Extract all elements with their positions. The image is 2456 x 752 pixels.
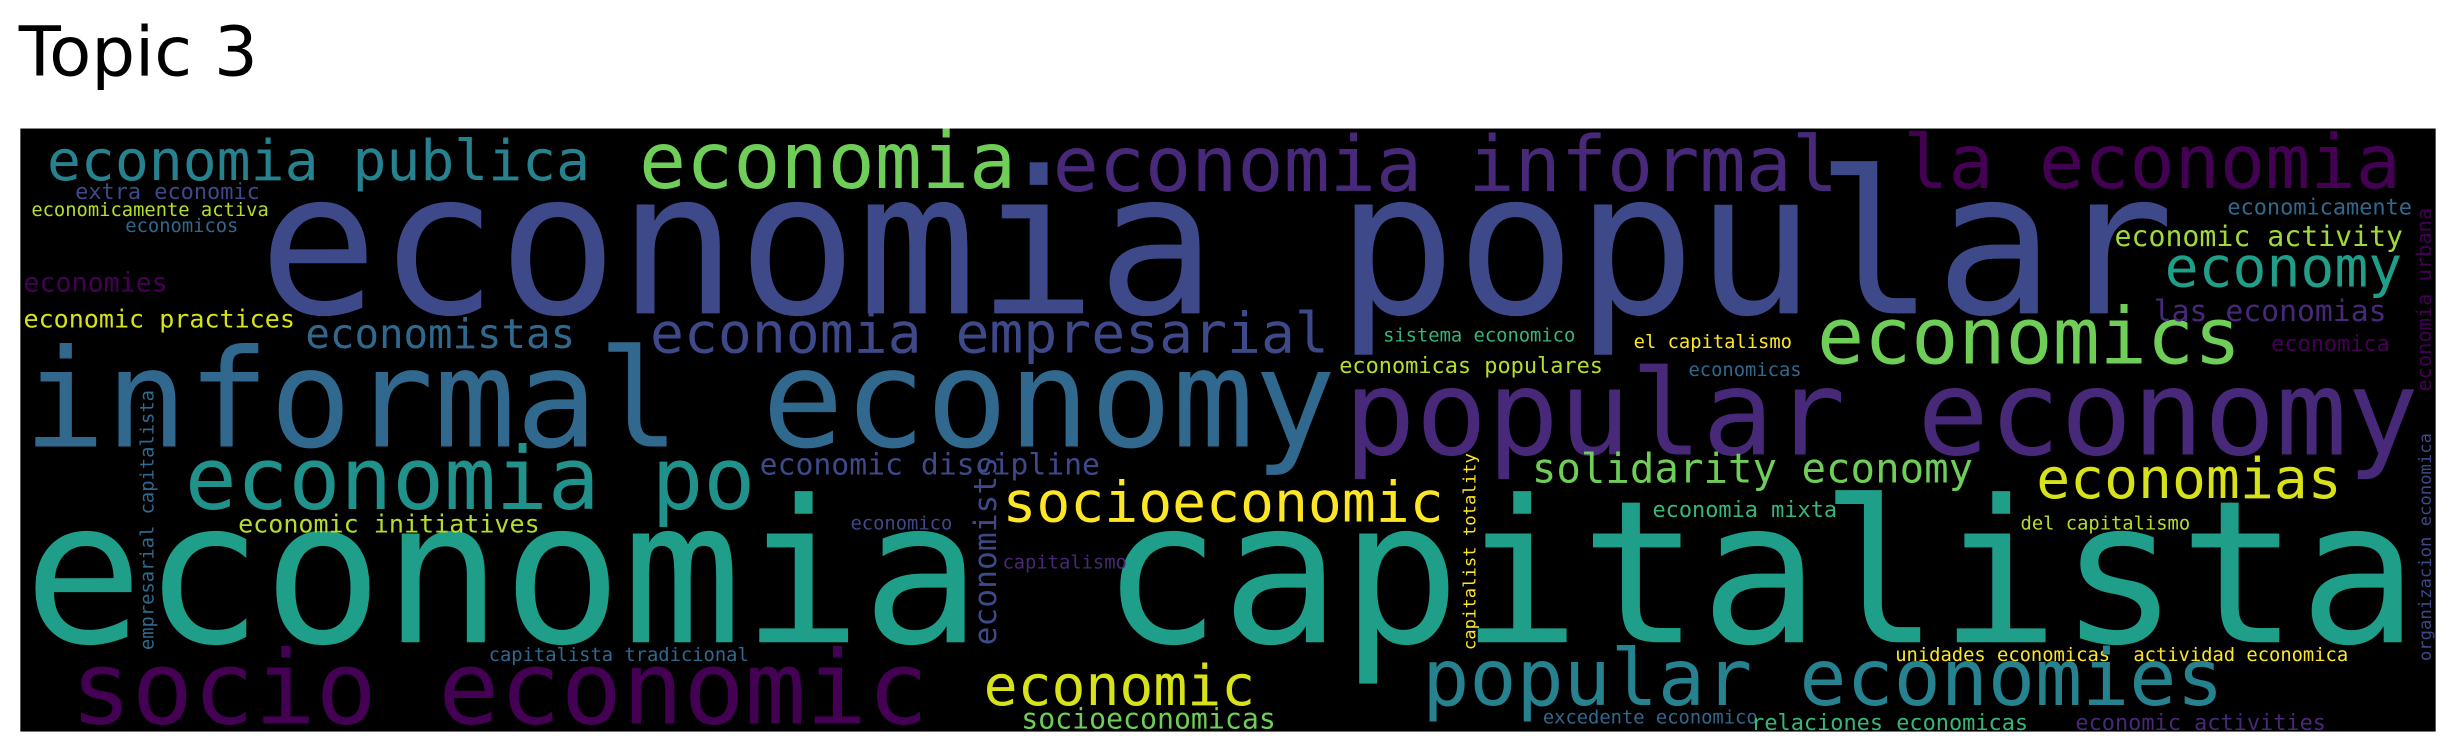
word: popular economies bbox=[1422, 633, 2223, 724]
word: capitalista tradicional bbox=[489, 645, 749, 666]
word: popular economy bbox=[1344, 345, 2419, 483]
word: organizacion economica bbox=[2416, 433, 2436, 661]
word: economicos bbox=[125, 216, 238, 237]
word: informal economy bbox=[23, 321, 1336, 479]
word: economia mixta bbox=[1652, 498, 1837, 523]
word: economic practices bbox=[23, 304, 294, 333]
word: economias bbox=[2036, 447, 2341, 512]
word: economia publica bbox=[47, 129, 590, 194]
word: economic activity bbox=[2115, 220, 2404, 253]
word: economicas bbox=[1689, 360, 1802, 381]
word: economic initiatives bbox=[238, 510, 540, 539]
word: economia popular bbox=[258, 128, 2174, 360]
word: economics bbox=[1817, 291, 2241, 382]
word: solidarity economy bbox=[1532, 445, 1973, 493]
word: economicas populares bbox=[1339, 354, 1603, 379]
word: actividad economica bbox=[2133, 645, 2348, 666]
word: economy bbox=[2165, 236, 2403, 301]
word: empresarial capitalista bbox=[138, 390, 159, 650]
word: las economias bbox=[2154, 294, 2387, 329]
word: economico bbox=[851, 514, 953, 535]
word: economia urbana bbox=[2412, 208, 2436, 392]
word: economia informal bbox=[1053, 121, 1839, 210]
word: el capitalismo bbox=[1634, 332, 1792, 353]
word: economia bbox=[639, 116, 1016, 207]
word: economists bbox=[968, 457, 1004, 646]
word: economic discipline bbox=[760, 448, 1100, 483]
word: economia capitalista bbox=[23, 457, 2418, 689]
word: economicamente activa bbox=[31, 200, 268, 221]
word: socio economic bbox=[70, 630, 928, 749]
cloud-background bbox=[20, 128, 2436, 732]
word: economic activities bbox=[2075, 711, 2326, 736]
word: economia po bbox=[185, 430, 755, 530]
word: socioeconomic bbox=[1002, 471, 1443, 536]
word: del capitalismo bbox=[2021, 514, 2191, 535]
word: economistas bbox=[305, 310, 575, 358]
word: economic bbox=[984, 654, 1256, 719]
word: socioeconomicas bbox=[1021, 702, 1276, 735]
word: economicamente bbox=[2227, 196, 2412, 221]
word: sistema economico bbox=[1383, 326, 1575, 347]
word: extra economic bbox=[75, 180, 260, 205]
word: relaciones economicas bbox=[1751, 711, 2028, 736]
word: unidades economicas bbox=[1895, 645, 2110, 666]
word: economies bbox=[23, 267, 167, 298]
word: economica bbox=[2271, 332, 2390, 357]
word: la economia bbox=[1903, 118, 2401, 206]
word: capitalismo bbox=[1002, 553, 1126, 574]
word: excedente economico bbox=[1543, 708, 1758, 729]
title: Topic 3 bbox=[18, 12, 258, 92]
word: economia empresarial bbox=[650, 302, 1329, 367]
word: capitalist totality bbox=[1460, 453, 1480, 650]
